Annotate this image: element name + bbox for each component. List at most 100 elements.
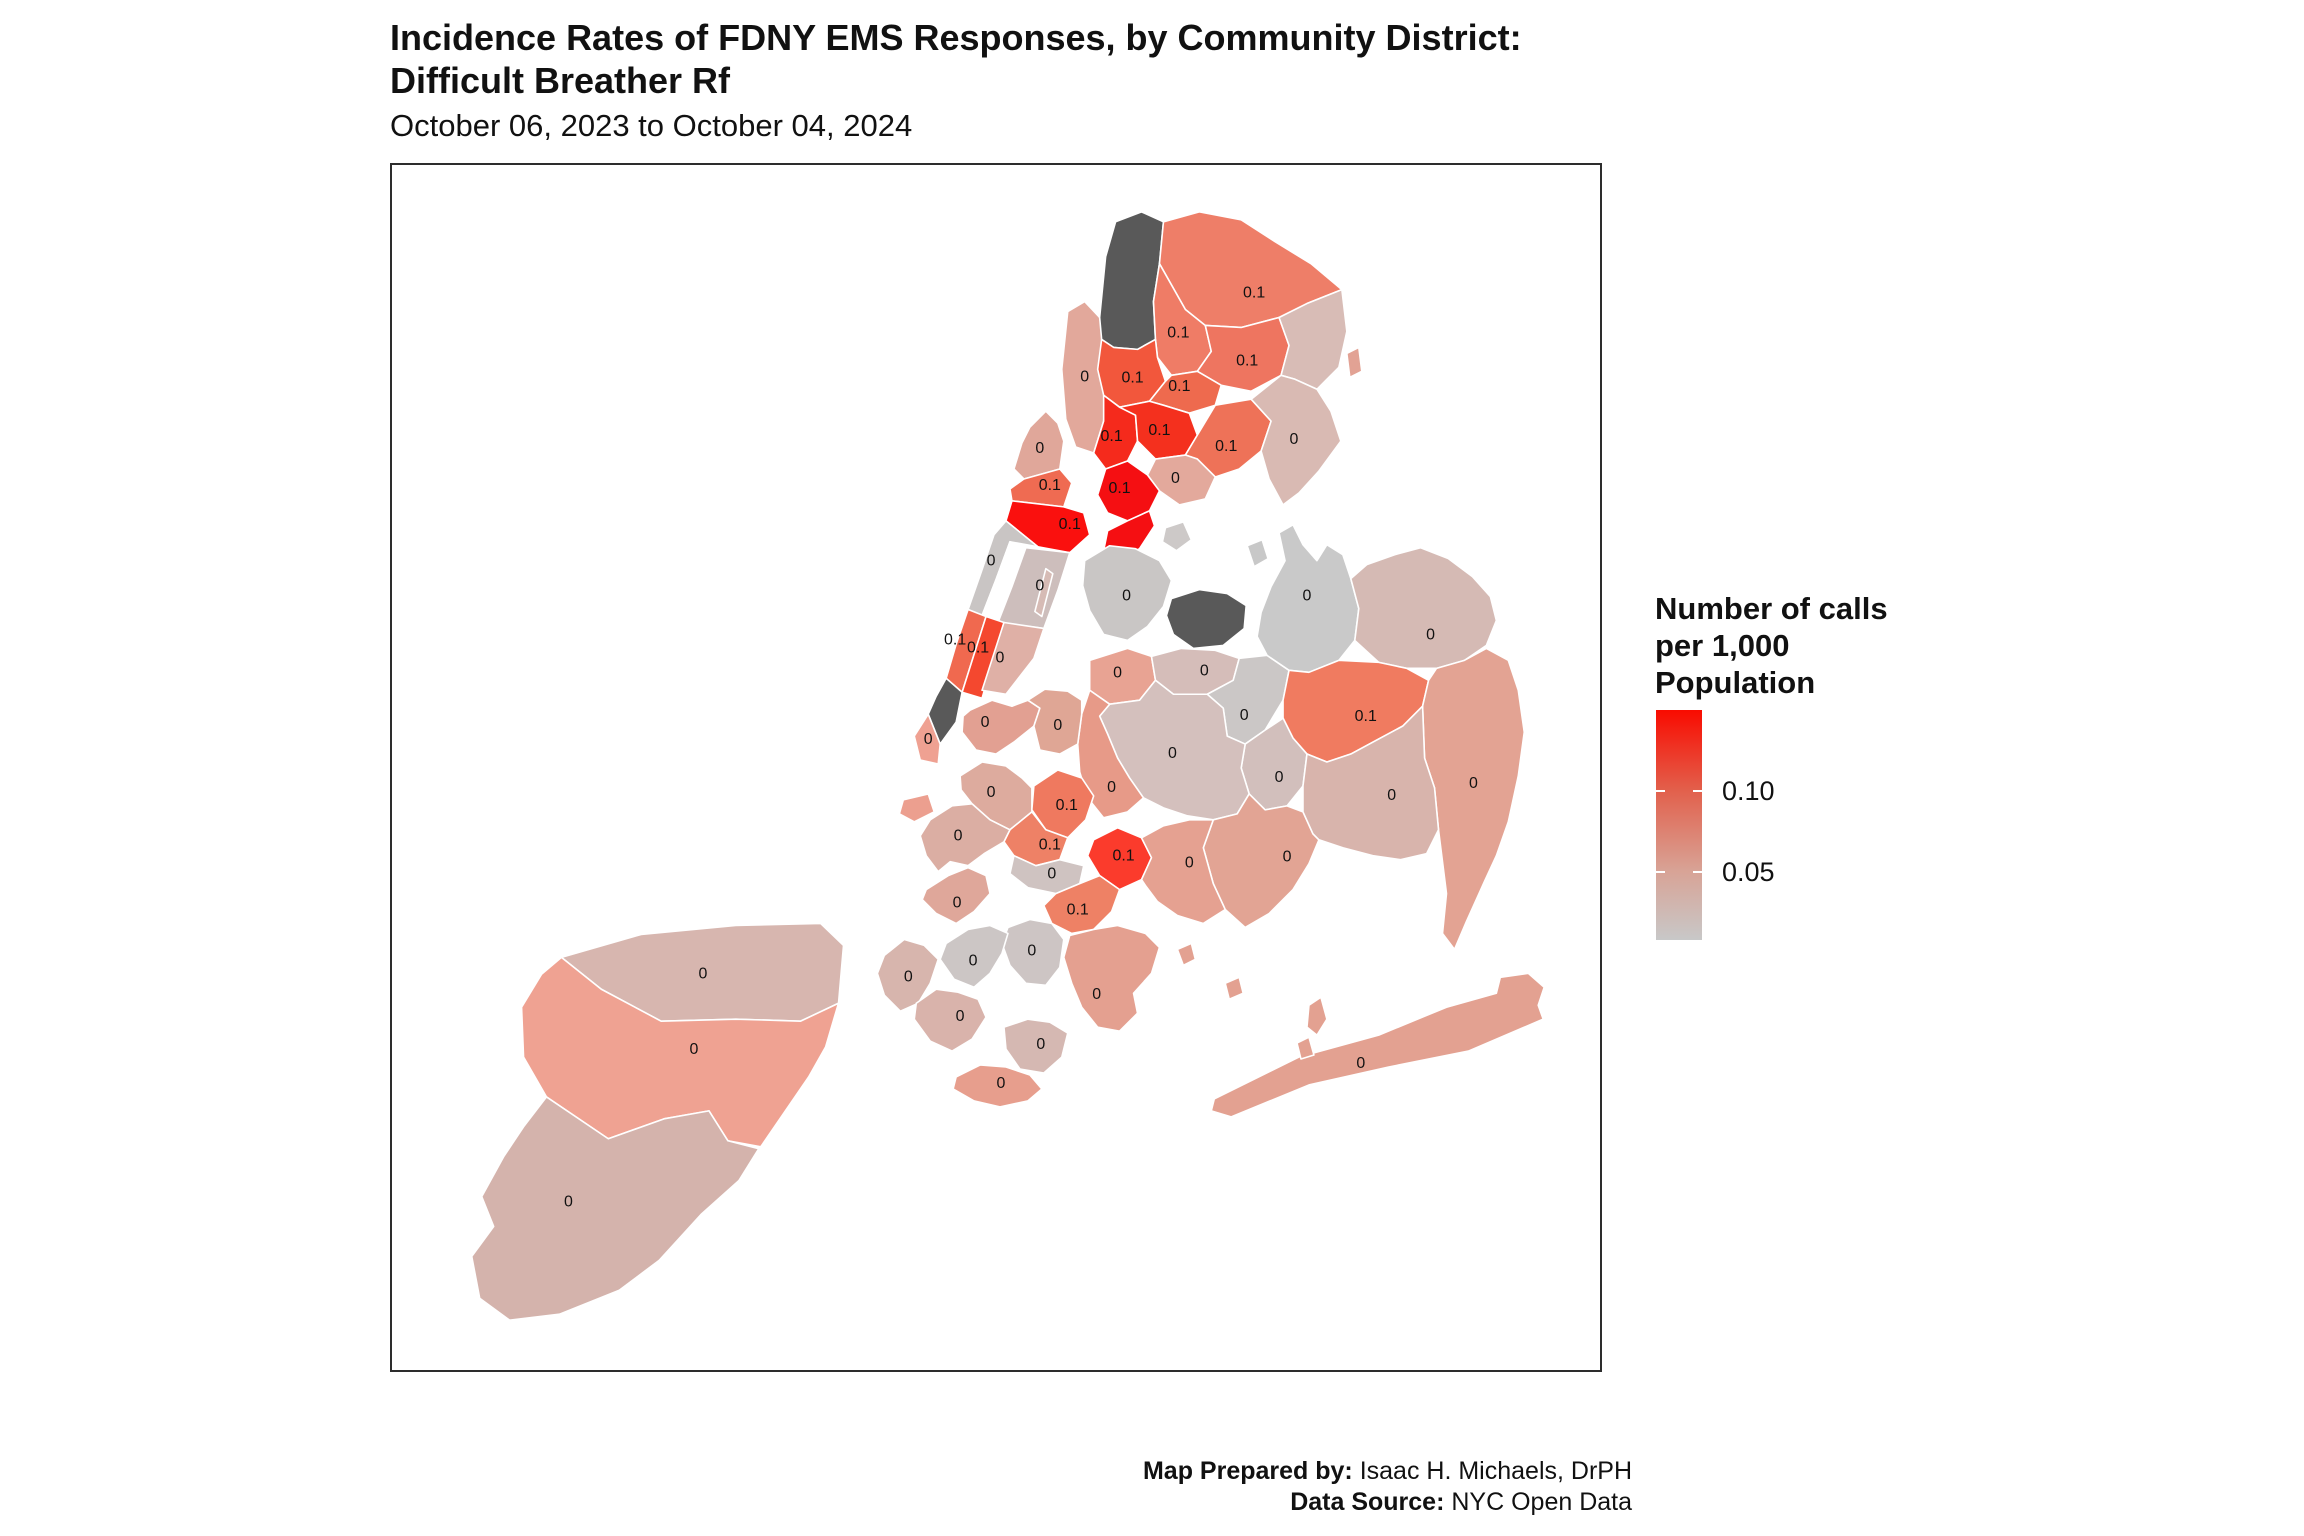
legend-tick-0.05 xyxy=(1693,871,1702,874)
district-bk-east-flatbush xyxy=(1043,874,1121,935)
district-bk-sheepshead-bay xyxy=(1003,1018,1069,1074)
district-bk-governors-island xyxy=(898,793,936,823)
caption-data-source-value: NYC Open Data xyxy=(1451,1488,1632,1516)
district-label-bx-fordham: 0.1 xyxy=(1168,378,1190,395)
district-si-mid xyxy=(520,956,840,1148)
district-label-bx-kingsbridge: 0.1 xyxy=(1121,369,1143,386)
district-label-mn-chelsea: 0.1 xyxy=(944,631,966,648)
district-label-qn-forest-hills: 0 xyxy=(1275,769,1284,786)
district-bk-borough-park xyxy=(939,924,1009,989)
district-label-qn-jamaica: 0 xyxy=(1387,787,1396,804)
district-label-bx-clason-point: 0 xyxy=(1171,470,1180,487)
caption-prepared-by: Map Prepared by: Isaac H. Michaels, DrPH xyxy=(1143,1456,1632,1487)
district-label-bk-williamsburg: 0 xyxy=(981,714,990,731)
district-label-mn-central-harlem: 0.1 xyxy=(1039,477,1061,494)
legend-label-0.10: 0.10 xyxy=(1722,775,1775,806)
district-label-bx-soundview: 0.1 xyxy=(1215,438,1237,455)
district-label-qn-briarwood: 0.1 xyxy=(1355,708,1377,725)
legend-tick-0.10 xyxy=(1693,789,1702,792)
district-label-bk-canarsie: 0 xyxy=(1092,986,1101,1003)
district-label-bk-park-slope: 0 xyxy=(954,828,963,845)
district-label-bk-brownsville: 0.1 xyxy=(1112,848,1134,865)
district-qn-queens-village xyxy=(1421,647,1526,951)
district-label-bk-bensonhurst: 0 xyxy=(956,1008,965,1025)
district-bk-bay-ridge xyxy=(876,938,939,1012)
district-label-qn-flushing: 0 xyxy=(1303,588,1312,605)
map-panel: 0 0 0 0 0.1 0.1 0 0 0.1 0.1 0 0 0 0.1 0.1 0.1 0.1 0.1 0.1 0… xyxy=(390,163,1602,1372)
district-label-bk-east-flatbush: 0.1 xyxy=(1067,902,1089,919)
legend-title: Number of calls per 1,000 Population xyxy=(1655,591,1888,700)
district-bk-east-williamsburg xyxy=(1027,688,1083,755)
district-bk-sunset-park xyxy=(921,866,991,925)
legend-tick-0.05 xyxy=(1656,871,1665,874)
district-mn-village xyxy=(961,615,1005,700)
district-label-si-south: 0 xyxy=(564,1194,573,1211)
district-label-mn-east-harlem: 0.1 xyxy=(1059,516,1081,533)
district-label-si-mid: 0 xyxy=(690,1041,699,1058)
district-label-bx-throgs-neck: 0 xyxy=(1290,431,1299,448)
district-label-bx-pelham-parkway: 0.1 xyxy=(1236,352,1258,369)
district-bx-pelham-bay xyxy=(1278,288,1348,391)
district-bk-flatbush xyxy=(1001,918,1065,987)
district-label-bk-bay-ridge: 0 xyxy=(904,968,913,985)
district-label-qn-astoria: 0 xyxy=(1122,588,1131,605)
district-bk-park-slope xyxy=(919,803,1011,873)
caption: Map Prepared by: Isaac H. Michaels, DrPH… xyxy=(1143,1456,1632,1518)
district-label-bx-riverdale: 0 xyxy=(1080,368,1089,385)
district-label-bk-bedford-stuyvesant: 0.1 xyxy=(1039,837,1061,854)
district-qn-marsh-island-2 xyxy=(1224,976,1244,1001)
district-label-bx-east-tremont: 0.1 xyxy=(1148,422,1170,439)
district-label-bk-east-williamsburg: 0 xyxy=(1053,717,1062,734)
district-bk-east-new-york xyxy=(1140,819,1227,925)
district-label-qn-elmhurst: 0 xyxy=(1240,707,1249,724)
district-label-mn-upper-west-side: 0 xyxy=(987,553,996,570)
district-label-mn-village: 0.1 xyxy=(967,639,989,656)
district-mn-financial-district xyxy=(913,713,941,765)
caption-prepared-by-label: Map Prepared by: xyxy=(1142,1457,1353,1485)
caption-prepared-by-value: Isaac H. Michaels, DrPH xyxy=(1359,1457,1632,1485)
legend-label-0.05: 0.05 xyxy=(1722,857,1775,888)
district-qn-rockaway xyxy=(1210,972,1545,1118)
district-label-qn-queens-village: 0 xyxy=(1469,775,1478,792)
district-label-qn-jackson-heights: 0 xyxy=(1200,662,1209,679)
district-label-bk-east-new-york: 0 xyxy=(1185,855,1194,872)
district-label-qn-south-queens: 0 xyxy=(1283,849,1292,866)
district-bx-throgs-neck xyxy=(1250,374,1342,506)
district-label-bk-crown-heights: 0 xyxy=(1047,866,1056,883)
district-label-mn-washington-heights: 0 xyxy=(1035,440,1044,457)
district-bk-coney-island xyxy=(952,1064,1043,1108)
district-qn-bayside xyxy=(1350,546,1498,670)
district-label-qn-woodside: 0 xyxy=(1113,664,1122,681)
district-label-bk-coney-island: 0 xyxy=(997,1075,1006,1092)
district-label-bx-mott-haven: 0.1 xyxy=(1109,480,1131,497)
district-bk-bushwick xyxy=(1031,769,1095,839)
district-qn-randalls-island xyxy=(1161,521,1193,552)
district-bk-bensonhurst xyxy=(913,988,987,1052)
chart-title: Incidence Rates of FDNY EMS Responses, b… xyxy=(390,16,1522,102)
district-label-bx-norwood: 0.1 xyxy=(1167,324,1189,341)
chart-title-line2: Difficult Breather Rf xyxy=(390,60,731,101)
caption-data-source: Data Source: NYC Open Data xyxy=(1143,1487,1632,1518)
district-label-qn-bayside: 0 xyxy=(1426,626,1435,643)
legend-colorbar: 0.10 0.05 xyxy=(1656,710,1775,940)
district-qn-marsh-island-1 xyxy=(1176,942,1197,967)
district-qn-jamaica xyxy=(1302,705,1440,861)
district-bx-van-cortlandt-park xyxy=(1098,211,1165,351)
district-bk-canarsie xyxy=(1062,924,1161,1032)
district-mn-lower-east-side xyxy=(981,621,1045,696)
district-qn-broad-channel xyxy=(1306,996,1328,1036)
district-bk-williamsburg xyxy=(961,699,1041,755)
district-qn-ridgewood xyxy=(1076,689,1145,819)
district-label-qn-middle-village: 0 xyxy=(1168,745,1177,762)
district-label-bk-sunset-park: 0 xyxy=(953,895,962,912)
district-mn-roosevelt-island xyxy=(1034,567,1054,618)
district-label-qn-rockaway: 0 xyxy=(1356,1055,1365,1072)
district-label-bk-fort-greene: 0 xyxy=(987,784,996,801)
district-label-mn-financial-district: 0 xyxy=(924,731,933,748)
district-qn-broad-channel-2 xyxy=(1296,1036,1315,1060)
district-label-bx-wakefield: 0.1 xyxy=(1243,285,1265,302)
district-qn-laguardia-airport xyxy=(1165,588,1247,650)
district-label-bk-flatbush: 0 xyxy=(1027,942,1036,959)
district-label-mn-upper-east-side: 0 xyxy=(1035,578,1044,595)
chart-subtitle: October 06, 2023 to October 04, 2024 xyxy=(390,108,913,143)
